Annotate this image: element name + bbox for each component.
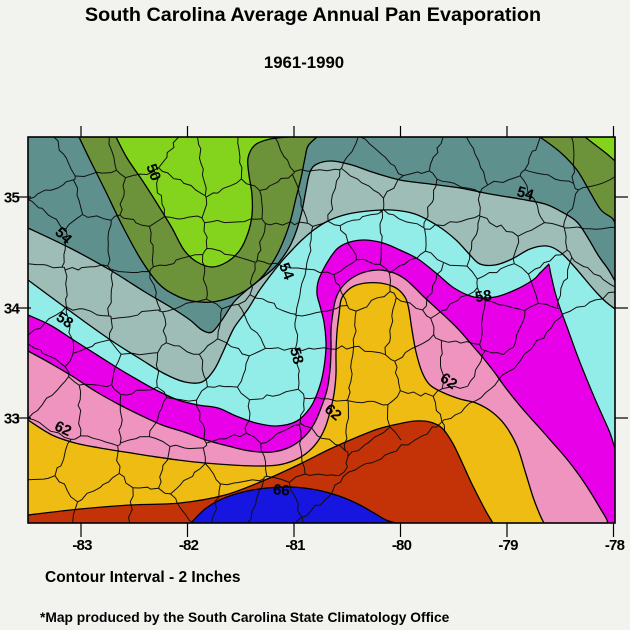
svg-text:50: 50 [142,162,164,183]
svg-text:-82: -82 [179,537,199,554]
svg-text:-80: -80 [392,537,412,554]
svg-text:35: 35 [4,190,20,207]
svg-text:South Carolina Average Annual: South Carolina Average Annual Pan Evapor… [85,4,541,26]
svg-text:54: 54 [275,260,297,282]
svg-text:62: 62 [52,418,74,440]
svg-text:54: 54 [515,183,536,204]
svg-text:34: 34 [4,301,21,318]
svg-text:66: 66 [272,481,290,499]
svg-text:62: 62 [437,370,460,393]
svg-text:Contour Interval - 2 Inches: Contour Interval - 2 Inches [45,569,241,586]
svg-text:33: 33 [4,411,20,428]
svg-text:58: 58 [474,287,493,306]
svg-text:58: 58 [53,309,76,332]
svg-text:-83: -83 [72,537,92,554]
svg-text:1961-1990: 1961-1990 [264,53,344,72]
svg-text:58: 58 [286,346,307,367]
svg-text:-79: -79 [498,537,518,554]
svg-text:-81: -81 [285,537,305,554]
svg-text:*Map produced by the South Car: *Map produced by the South Carolina Stat… [40,610,450,625]
svg-text:-78: -78 [605,537,625,554]
